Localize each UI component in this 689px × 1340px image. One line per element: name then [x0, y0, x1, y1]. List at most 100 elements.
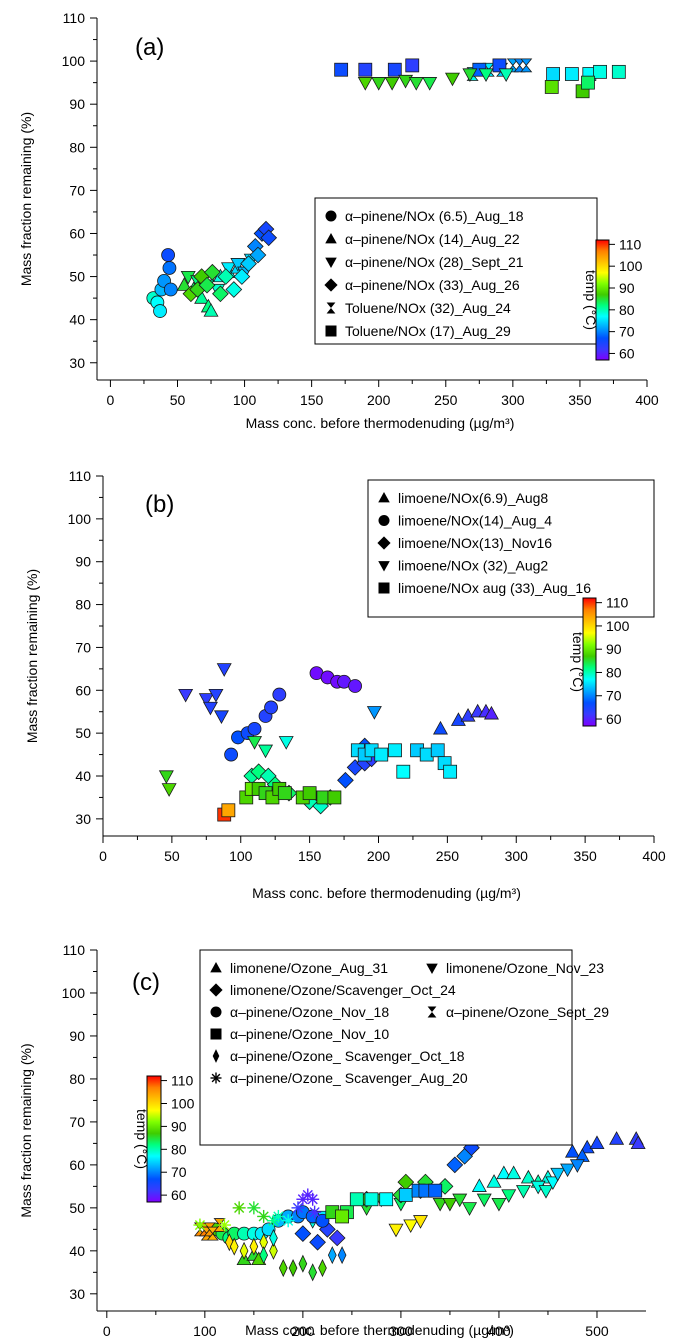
x-tick-label: 100: [229, 848, 253, 864]
legend-entry-label: α–pinene/NOx (33)_Aug_26: [345, 277, 520, 293]
data-point-triangle-down: [371, 77, 387, 91]
data-point-diamond: [204, 263, 221, 281]
data-point-triangle-down: [491, 1197, 507, 1212]
y-tick-label: 110: [69, 468, 92, 484]
y-tick-label: 60: [75, 682, 91, 698]
data-point-triangle-down: [426, 963, 438, 975]
legend-entry-label: limonene/Ozone/Scavenger_Oct_24: [230, 982, 456, 998]
y-axis-title: Mass fraction remaining (%): [24, 569, 40, 743]
legend-entry-label: α–pinene/NOx (28)_Sept_21: [345, 254, 524, 270]
colorbar-gradient: [582, 597, 597, 727]
data-point-circle: [348, 679, 362, 693]
y-tick-label: 100: [68, 511, 92, 527]
data-point-triangle-down: [220, 262, 236, 276]
data-point-square: [364, 1192, 379, 1207]
data-point-triangle-down: [501, 1189, 517, 1203]
x-tick-label: 400: [635, 392, 659, 408]
data-point-diamond: [328, 1229, 346, 1247]
data-point-square: [388, 743, 402, 758]
data-point-diamond: [446, 1156, 464, 1174]
legend-entry-label: limonene/Ozone_Aug_31: [230, 960, 388, 976]
y-tick-label: 100: [62, 53, 86, 69]
data-point-thin-diamond: [298, 1254, 308, 1273]
y-tick-label: 60: [69, 225, 85, 241]
y-tick-label: 70: [69, 1114, 85, 1130]
y-tick-label: 110: [63, 942, 86, 958]
data-point-triangle-down: [158, 770, 174, 784]
data-point-triangle-down: [550, 1167, 566, 1182]
colorbar-tick-label: 90: [619, 280, 635, 296]
y-tick-label: 50: [75, 725, 91, 741]
legend-entry-label: limoene/NOx aug (33)_Aug_16: [398, 580, 591, 596]
data-point-thin-diamond: [269, 1228, 278, 1247]
data-point-square: [378, 582, 390, 594]
data-point-thin-diamond: [288, 1258, 298, 1278]
data-point-diamond: [209, 983, 223, 997]
x-tick-label: 50: [164, 848, 180, 864]
data-point-circle: [162, 261, 177, 275]
y-tick-label: 30: [69, 1286, 85, 1302]
data-point-circle: [272, 687, 287, 702]
data-point-asterisk: [308, 1205, 322, 1219]
data-point-circle: [224, 747, 239, 762]
data-point-triangle-up: [203, 303, 219, 317]
data-point-triangle-up: [589, 1135, 605, 1149]
legend-entry-label: Toluene/NOx (17)_Aug_29: [345, 323, 511, 339]
data-point-asterisk: [306, 1192, 320, 1206]
data-points: [158, 663, 499, 822]
y-tick-label: 70: [75, 639, 91, 655]
y-tick-label: 30: [75, 811, 91, 827]
data-point-square: [387, 62, 402, 77]
data-point-asterisk: [281, 1214, 295, 1228]
data-point-square: [221, 803, 236, 818]
x-tick-label: 500: [585, 1323, 609, 1339]
data-point-square: [334, 62, 349, 77]
x-tick-label: 150: [298, 848, 322, 864]
data-point-triangle-down: [161, 783, 177, 797]
data-point-triangle-down: [366, 706, 382, 720]
data-point-square: [544, 80, 559, 94]
data-point-square: [396, 764, 411, 779]
data-point-triangle-up: [325, 232, 337, 244]
data-point-triangle-down: [476, 1193, 492, 1208]
data-point-triangle-up: [630, 1135, 646, 1149]
data-point-diamond: [377, 536, 391, 550]
colorbar-tick-label: 110: [606, 595, 629, 611]
data-point-circle: [247, 721, 262, 736]
data-point-triangle-up: [483, 705, 499, 720]
data-point-circle: [210, 1006, 222, 1018]
data-point-triangle-up: [471, 1178, 487, 1192]
data-point-triangle-down: [422, 77, 438, 91]
y-tick-label: 50: [69, 1200, 85, 1216]
y-tick-label: 50: [69, 269, 85, 285]
data-point-asterisk: [247, 1201, 261, 1215]
x-tick-label: 400: [642, 848, 666, 864]
colorbar-tick-label: 100: [606, 618, 630, 634]
data-point-triangle-down: [515, 1185, 531, 1199]
data-point-square: [277, 786, 292, 801]
legend-entry-label: α–pinene/Ozone_Sept_29: [446, 1004, 609, 1020]
data-point-triangle-down: [278, 736, 294, 750]
legend-box: [314, 197, 598, 345]
data-point-triangle-down: [384, 77, 400, 91]
data-point-thin-diamond: [212, 1049, 220, 1063]
panel-label: (a): [135, 34, 164, 61]
data-point-triangle-down: [202, 701, 218, 716]
data-point-circle: [378, 515, 390, 526]
colorbar-tick-label: 60: [619, 345, 635, 361]
x-axis-title: Mass conc. before thermodenuding (µg/m³): [252, 885, 521, 901]
data-point-asterisk: [232, 1201, 246, 1215]
x-tick-label: 250: [434, 392, 458, 408]
data-point-diamond: [337, 771, 354, 789]
colorbar-tick-label: 80: [619, 302, 635, 318]
colorbar-tick-label: 90: [606, 641, 622, 657]
colorbar-gradient: [595, 239, 610, 361]
data-point-triangle-down: [198, 693, 214, 707]
x-axis-title: Mass conc. before thermodenuding (µg/m³): [246, 415, 515, 431]
colorbar-tick-label: 110: [171, 1073, 194, 1089]
x-tick-label: 350: [573, 848, 597, 864]
data-point-bowtie: [520, 58, 533, 73]
data-point-square: [593, 64, 607, 79]
colorbar-tick-label: 70: [619, 324, 635, 340]
data-point-triangle-up: [378, 491, 390, 503]
